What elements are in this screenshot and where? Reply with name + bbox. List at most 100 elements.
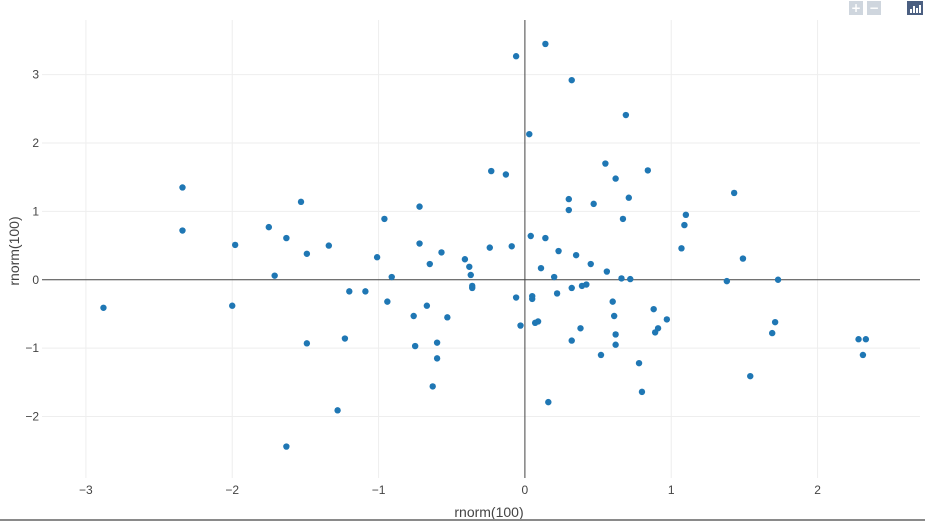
data-point: [283, 234, 290, 242]
data-point: [602, 160, 609, 167]
data-point: [610, 312, 618, 320]
data-point: [100, 304, 107, 311]
data-point: [433, 339, 441, 346]
x-tick-label: 1: [668, 483, 675, 497]
data-point: [542, 40, 549, 48]
data-point: [381, 215, 388, 223]
data-point: [682, 211, 690, 219]
data-point: [512, 294, 520, 301]
data-point: [303, 340, 311, 347]
data-point: [771, 318, 779, 326]
data-point: [568, 284, 575, 292]
data-point: [678, 245, 685, 252]
data-point: [508, 243, 515, 250]
x-axis-title: rnorm(100): [454, 504, 523, 520]
data-point: [297, 198, 305, 206]
data-point: [577, 325, 584, 332]
data-point: [597, 351, 605, 359]
data-point: [612, 331, 619, 338]
data-points: [100, 40, 870, 450]
data-point: [730, 189, 738, 197]
data-point: [609, 298, 616, 305]
data-point: [423, 302, 431, 309]
y-axis-ticks: −2 −1 0 1 2 3: [25, 68, 39, 424]
data-point: [229, 302, 236, 309]
data-point: [550, 273, 558, 281]
data-point: [859, 351, 867, 359]
data-point: [179, 227, 186, 234]
data-point: [612, 341, 619, 348]
data-point: [429, 383, 436, 390]
data-point: [303, 250, 311, 257]
zero-lines: [42, 20, 920, 478]
data-point: [534, 318, 542, 325]
data-point: [568, 337, 575, 344]
data-point: [467, 271, 474, 279]
x-tick-label: −3: [79, 483, 93, 497]
data-point: [583, 281, 590, 288]
data-point: [590, 200, 597, 208]
y-tick-label: 3: [32, 68, 39, 82]
data-point: [461, 256, 469, 263]
data-point: [681, 221, 688, 229]
data-point: [545, 398, 552, 406]
y-axis-title: rnorm(100): [6, 216, 22, 285]
data-point: [502, 171, 510, 178]
data-point: [739, 255, 747, 262]
data-point: [469, 284, 476, 292]
x-tick-label: 0: [522, 483, 529, 497]
data-point: [283, 443, 290, 450]
y-tick-label: 0: [32, 273, 39, 287]
data-point: [618, 275, 625, 282]
data-point: [486, 244, 493, 251]
data-point: [625, 194, 632, 201]
data-point: [334, 407, 341, 414]
data-point: [723, 277, 731, 285]
gridlines: [42, 20, 920, 478]
data-point: [231, 241, 239, 249]
data-point: [565, 206, 572, 214]
data-point: [426, 260, 433, 268]
data-point: [587, 260, 594, 268]
data-point: [555, 247, 562, 255]
data-point: [622, 111, 630, 119]
data-point: [627, 275, 634, 283]
y-tick-label: −2: [25, 409, 39, 423]
data-point: [769, 329, 776, 337]
y-tick-label: 2: [32, 136, 39, 150]
y-tick-label: −1: [25, 341, 39, 355]
data-point: [265, 223, 273, 231]
data-point: [466, 263, 473, 270]
data-point: [635, 359, 643, 367]
data-point: [527, 232, 534, 240]
data-point: [650, 305, 657, 313]
data-point: [572, 251, 580, 259]
plotly-logo-icon[interactable]: [907, 1, 923, 15]
data-point: [565, 195, 572, 203]
y-tick-label: 1: [32, 204, 39, 218]
data-point: [526, 130, 533, 138]
data-point: [488, 167, 495, 175]
data-point: [416, 240, 423, 247]
data-point: [603, 268, 611, 275]
data-point: [619, 215, 627, 223]
data-point: [271, 272, 278, 279]
zoom-in-button[interactable]: +: [849, 1, 863, 15]
x-axis-ticks: −3 −2 −1 0 1 2: [79, 483, 821, 497]
data-point: [341, 335, 349, 342]
data-point: [416, 203, 423, 210]
data-point: [542, 234, 549, 242]
data-point: [373, 254, 381, 261]
data-point: [384, 298, 391, 305]
data-point: [644, 167, 652, 174]
data-point: [411, 342, 419, 350]
data-point: [862, 336, 870, 343]
x-tick-label: 2: [814, 483, 821, 497]
data-point: [553, 290, 561, 297]
data-point: [388, 273, 395, 281]
zoom-out-button[interactable]: −: [867, 1, 881, 15]
data-point: [438, 249, 445, 256]
data-point: [774, 276, 782, 283]
data-point: [444, 314, 451, 321]
